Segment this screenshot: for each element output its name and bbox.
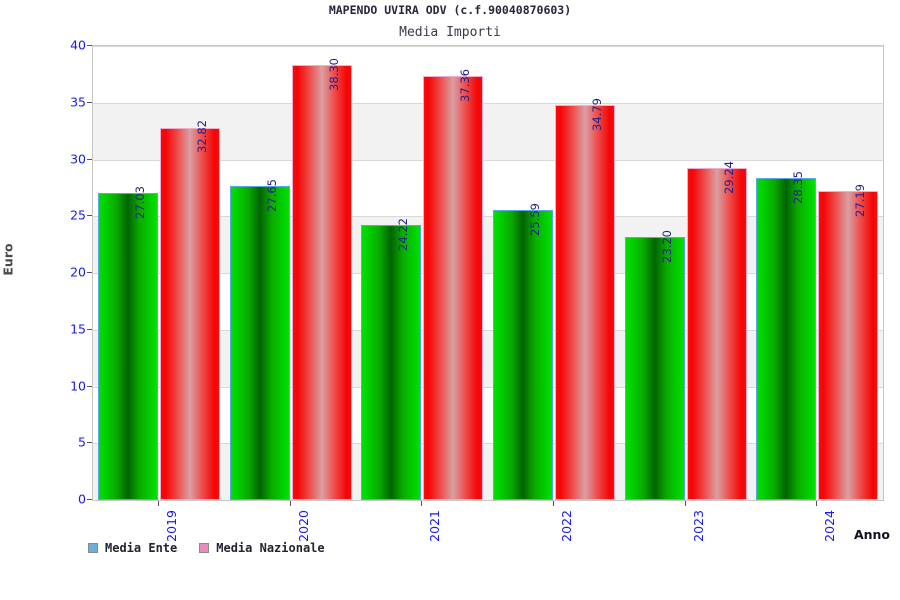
gridline [93,46,883,47]
x-axis-tick-mark [157,501,159,506]
y-axis-tick-mark [87,158,92,160]
x-axis-tick-mark [289,501,291,506]
bar-2021-ente[interactable] [361,225,422,500]
legend-label: Media Ente [105,541,178,555]
x-axis-tick-mark [552,501,554,506]
y-axis-tick-mark [87,442,92,444]
y-axis-tick-label: 10 [70,378,86,393]
y-axis-tick-label: 25 [70,207,86,223]
y-axis-tick-mark [87,499,92,500]
x-axis-tick-label-2023: 2023 [690,510,706,542]
y-axis-tick-mark [87,45,92,46]
bar-2024-ente[interactable] [756,178,817,500]
chart-subtitle: Media Importi [399,25,501,40]
legend-item-nazionale[interactable]: Media Nazionale [199,541,325,555]
bar-2019-nazionale[interactable] [159,127,220,500]
y-axis-tick-mark [87,215,92,217]
bar-2020-ente[interactable] [229,186,290,500]
bar-2020-nazionale[interactable] [291,65,352,500]
y-axis-tick-label: 0 [78,491,86,507]
legend-swatch-icon [199,543,210,553]
x-axis-tick-label-2022: 2022 [558,510,574,542]
bar-2022-nazionale[interactable] [554,105,615,500]
x-axis-tick-mark [421,501,423,506]
x-axis-label: Anno [853,527,890,542]
x-axis-tick-label-2019: 2019 [163,510,179,542]
x-axis-tick-mark [816,501,818,506]
y-axis-tick-mark [87,101,92,103]
y-axis-tick-mark [87,385,92,387]
y-axis-tick-label: 5 [78,434,86,450]
x-axis-tick-label-2021: 2021 [427,510,443,542]
legend-item-ente[interactable]: Media Ente [88,541,177,555]
x-axis-tick-mark [684,501,686,506]
y-axis-tick-mark [87,328,92,330]
bar-2024-nazionale[interactable] [818,191,879,500]
chart-title: MAPENDO UVIRA ODV (c.f.90040870603) [328,3,572,17]
legend-label: Media Nazionale [216,541,325,555]
bar-2021-nazionale[interactable] [423,75,484,500]
plot-area [92,45,884,501]
y-axis-tick-label: 40 [70,37,86,53]
legend-swatch-icon [88,543,98,553]
bar-2019-ente[interactable] [97,193,158,500]
y-axis-tick-label: 15 [70,321,86,337]
chart-legend: Media Ente Media Nazionale [88,541,325,555]
y-axis-tick-label: 35 [70,94,86,110]
bar-2022-ente[interactable] [492,209,553,500]
y-axis-tick-label: 30 [70,151,86,166]
y-axis-ticks: 0 5 10 15 20 25 30 35 40 [44,38,86,507]
bar-2023-nazionale[interactable] [686,168,747,500]
y-axis-label: Euro [0,243,16,276]
y-axis-tick-mark [87,272,92,273]
y-axis-tick-label: 20 [70,264,86,280]
bar-2023-ente[interactable] [624,236,685,500]
x-axis-tick-label-2024: 2024 [822,510,838,542]
gridline [93,102,883,104]
x-axis-tick-label-2020: 2020 [295,510,311,542]
